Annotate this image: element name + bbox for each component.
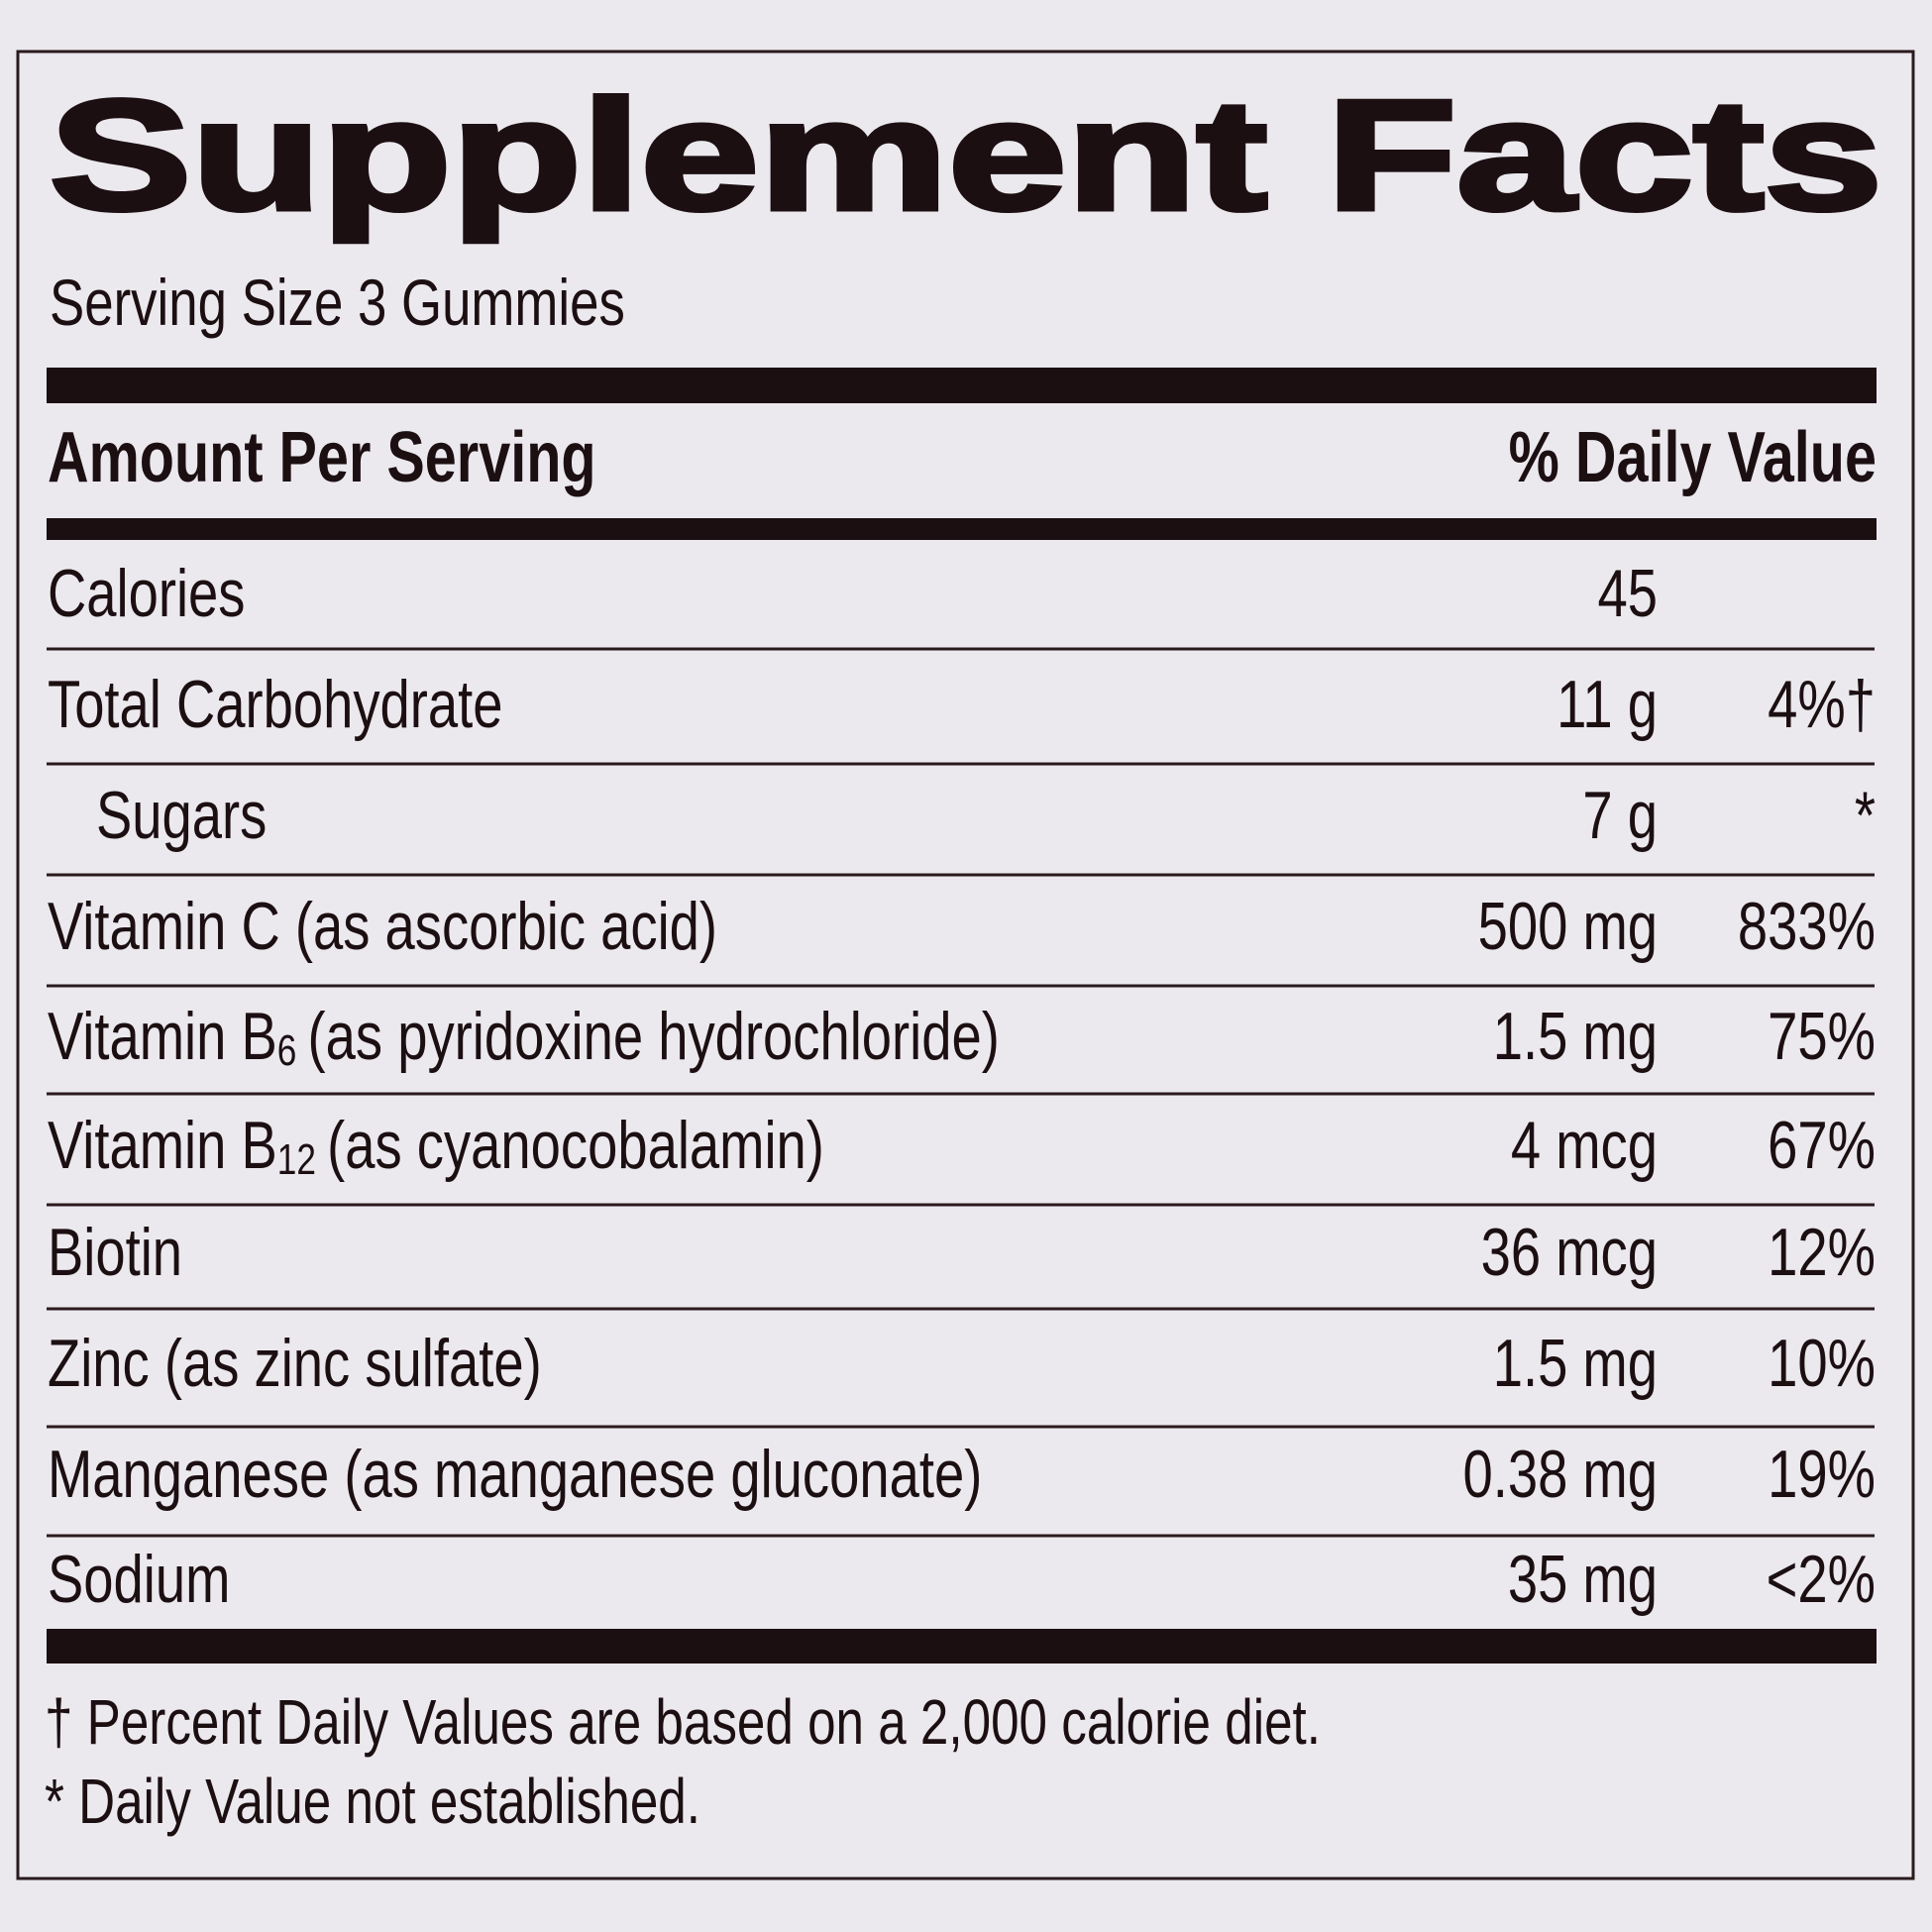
footnote: † Percent Daily Values are based on a 2,… <box>45 1688 1321 1759</box>
daily-value: 4%† <box>1768 667 1876 742</box>
subscript: 6 <box>277 1026 297 1075</box>
header-left: Amount Per Serving <box>48 417 596 497</box>
amount: 35 mg <box>1508 1542 1658 1617</box>
medium-rule <box>47 518 1877 540</box>
amount: 4 mcg <box>1511 1108 1658 1183</box>
nutrient-name-text: Vitamin C (as ascorbic acid) <box>48 889 717 964</box>
amount: 1.5 mg <box>1493 999 1658 1074</box>
nutrient-name: Vitamin B12 (as cyanocobalamin) <box>48 1108 824 1184</box>
nutrient-name-text: Sodium <box>48 1542 230 1617</box>
nutrient-name: Total Carbohydrate <box>48 667 503 742</box>
nutrient-name-text: Biotin <box>48 1215 182 1290</box>
nutrient-name: Zinc (as zinc sulfate) <box>48 1326 542 1401</box>
nutrient-detail: (as pyridoxine hydrochloride) <box>308 999 1000 1074</box>
thick-rule <box>47 368 1877 403</box>
amount: 11 g <box>1556 667 1658 742</box>
nutrient-name: Biotin <box>48 1215 182 1290</box>
nutrient-name-text: Calories <box>48 556 245 631</box>
amount: 36 mcg <box>1481 1215 1658 1290</box>
nutrient-name-text: Manganese (as manganese gluconate) <box>48 1437 982 1512</box>
label-border <box>16 50 1915 1880</box>
nutrient-name-text: Vitamin B <box>48 1108 277 1183</box>
header-right: % Daily Value <box>1509 417 1877 497</box>
nutrient-name: Manganese (as manganese gluconate) <box>48 1437 982 1512</box>
nutrient-name: Calories <box>48 556 245 631</box>
amount: 45 <box>1597 556 1658 631</box>
thick-rule <box>47 1629 1877 1664</box>
amount: 7 g <box>1582 778 1658 853</box>
nutrient-name: Vitamin C (as ascorbic acid) <box>48 889 717 964</box>
nutrient-detail: (as cyanocobalamin) <box>327 1108 824 1183</box>
nutrient-name-text: Sugars <box>96 778 267 853</box>
daily-value: * <box>1855 778 1876 853</box>
daily-value: 10% <box>1768 1326 1876 1401</box>
daily-value: 12% <box>1768 1215 1876 1290</box>
nutrient-name: Sodium <box>48 1542 230 1617</box>
footnote: * Daily Value not established. <box>45 1768 700 1838</box>
nutrient-name-text: Zinc (as zinc sulfate) <box>48 1326 542 1401</box>
daily-value: <2% <box>1767 1542 1876 1617</box>
amount: 0.38 mg <box>1462 1437 1658 1512</box>
nutrient-name: Vitamin B6 (as pyridoxine hydrochloride) <box>48 999 1000 1075</box>
daily-value: 833% <box>1738 889 1876 964</box>
amount: 1.5 mg <box>1493 1326 1658 1401</box>
daily-value: 67% <box>1768 1108 1876 1183</box>
subscript: 12 <box>277 1135 316 1184</box>
title: Supplement Facts <box>50 68 1882 243</box>
nutrient-name-text: Total Carbohydrate <box>48 667 503 742</box>
daily-value: 75% <box>1768 999 1876 1074</box>
nutrient-name-text: Vitamin B <box>48 999 277 1074</box>
nutrient-name: Sugars <box>96 778 267 853</box>
serving-size: Serving Size 3 Gummies <box>50 266 625 339</box>
daily-value: 19% <box>1768 1437 1876 1512</box>
amount: 500 mg <box>1478 889 1658 964</box>
